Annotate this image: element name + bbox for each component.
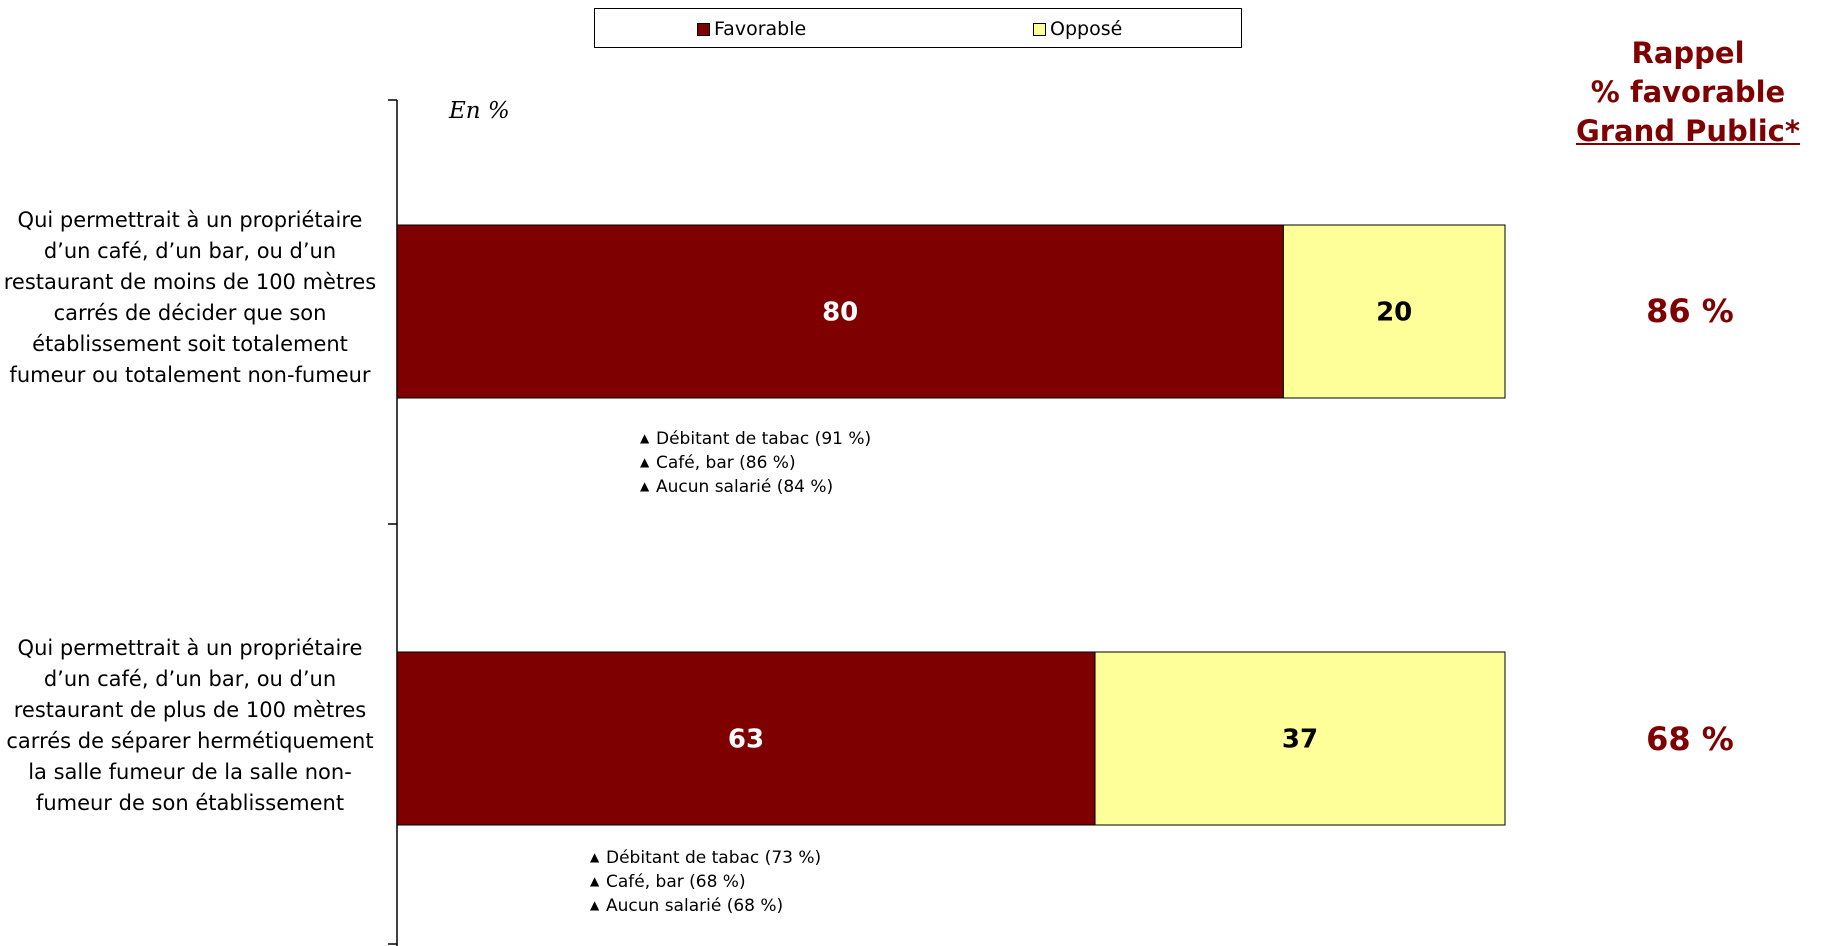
legend-swatch-oppose bbox=[1033, 22, 1046, 36]
rappel-value-2: 68 % bbox=[1646, 720, 1734, 758]
bar-value-label-favorable-1: 80 bbox=[822, 298, 858, 328]
legend-item-oppose: Opposé bbox=[1033, 18, 1122, 40]
rappel-title: Rappel % favorable Grand Public* bbox=[1540, 34, 1836, 151]
bar-oppose-2 bbox=[1094, 651, 1506, 826]
legend-label-oppose: Opposé bbox=[1050, 18, 1123, 40]
bar-oppose-1 bbox=[1282, 224, 1506, 399]
note-item: ▲ Aucun salarié (84 %) bbox=[640, 475, 871, 499]
note-item: ▲ Débitant de tabac (73 %) bbox=[590, 846, 821, 870]
note-text: Café, bar (86 %) bbox=[656, 453, 796, 473]
note-text: Débitant de tabac (91 %) bbox=[656, 429, 872, 449]
category-label-1: Qui permettrait à un propriétaire d’un c… bbox=[3, 208, 377, 387]
legend-label-favorable: Favorable bbox=[714, 18, 807, 40]
triangle-up-icon: ▲ bbox=[640, 479, 650, 493]
triangle-up-icon: ▲ bbox=[590, 850, 600, 864]
category-label-2: Qui permettrait à un propriétaire d’un c… bbox=[6, 636, 374, 815]
note-text: Aucun salarié (68 %) bbox=[606, 896, 784, 916]
triangle-up-icon: ▲ bbox=[640, 455, 650, 469]
triangle-up-icon: ▲ bbox=[590, 874, 600, 888]
legend-item-favorable: Favorable bbox=[697, 18, 806, 40]
bar-value-label-oppose-2: 37 bbox=[1282, 725, 1318, 755]
bar-value-label-favorable-2: 63 bbox=[728, 725, 764, 755]
chart-legend: Favorable Opposé bbox=[594, 8, 1242, 48]
triangle-up-icon: ▲ bbox=[640, 431, 650, 445]
bar-favorable-2 bbox=[396, 651, 1096, 826]
note-item: ▲ Débitant de tabac (91 %) bbox=[640, 427, 871, 451]
rappel-value-1: 86 % bbox=[1646, 292, 1734, 330]
note-text: Débitant de tabac (73 %) bbox=[606, 848, 822, 868]
notes-group-1: ▲ Débitant de tabac (91 %) ▲ Café, bar (86… bbox=[640, 427, 871, 499]
notes-group-2: ▲ Débitant de tabac (73 %) ▲ Café, bar (68… bbox=[590, 846, 821, 918]
triangle-up-icon: ▲ bbox=[590, 898, 600, 912]
rappel-title-line2: % favorable bbox=[1590, 75, 1786, 109]
rappel-title-line3: Grand Public* bbox=[1575, 114, 1801, 148]
bar-value-label-oppose-1: 20 bbox=[1376, 298, 1412, 328]
note-item: ▲ Café, bar (86 %) bbox=[640, 451, 871, 475]
legend-swatch-favorable bbox=[697, 22, 710, 36]
note-item: ▲ Café, bar (68 %) bbox=[590, 870, 821, 894]
note-text: Aucun salarié (84 %) bbox=[656, 477, 834, 497]
note-item: ▲ Aucun salarié (68 %) bbox=[590, 894, 821, 918]
bar-favorable-1 bbox=[396, 224, 1284, 399]
rappel-title-line1: Rappel bbox=[1631, 36, 1745, 70]
note-text: Café, bar (68 %) bbox=[606, 872, 746, 892]
unit-label: En % bbox=[449, 98, 510, 124]
